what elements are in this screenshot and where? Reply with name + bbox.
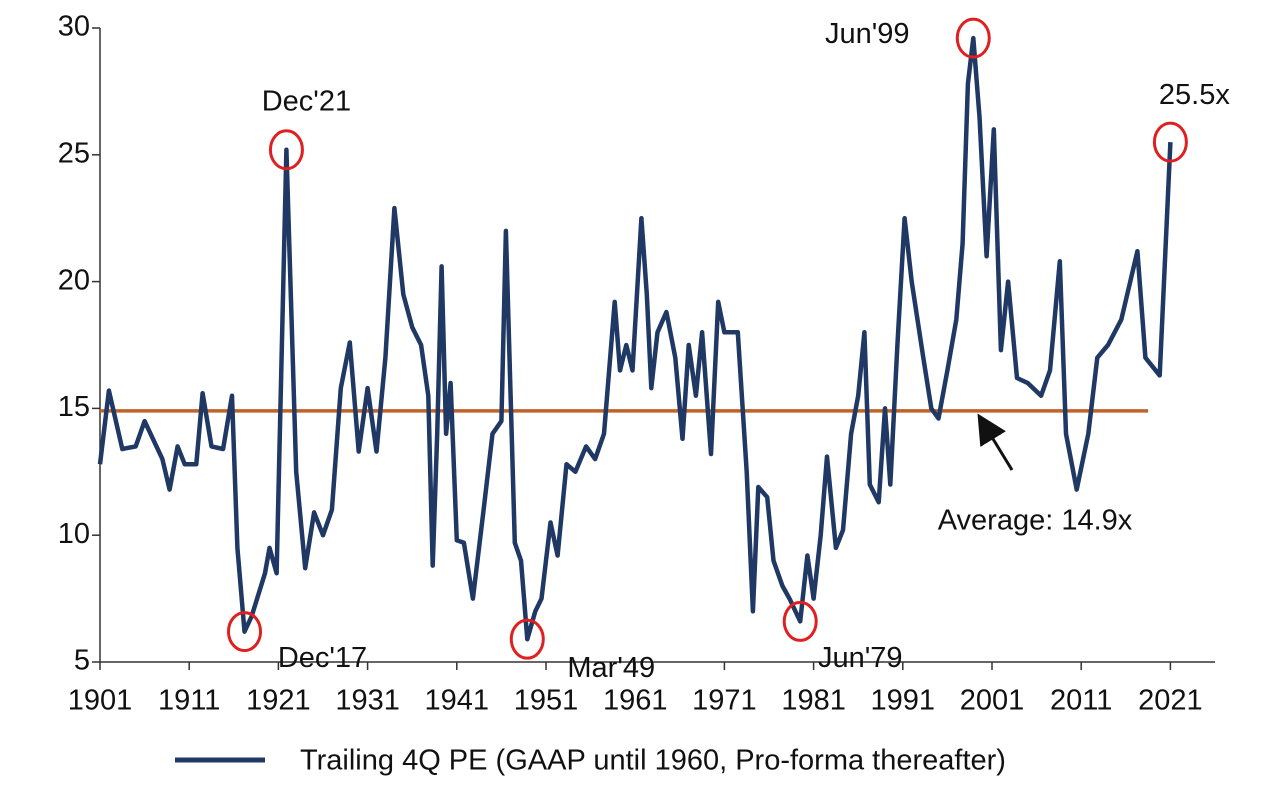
annotation-circle — [1152, 121, 1188, 163]
x-tick-label: 1901 — [68, 685, 133, 717]
annotation-label: Jun'99 — [825, 18, 910, 50]
x-tick-label: 1911 — [158, 685, 220, 717]
annotation-circle — [227, 611, 263, 653]
annotation-label: Jun'79 — [818, 642, 903, 674]
x-tick-label: 1981 — [781, 685, 846, 717]
x-tick-label: 1991 — [871, 685, 936, 717]
annotation-circle — [268, 129, 304, 171]
y-tick-label: 15 — [58, 391, 90, 423]
annotation-label: 25.5x — [1159, 79, 1230, 111]
annotation-circle — [782, 600, 818, 642]
annotation-label: Dec'21 — [262, 85, 351, 117]
legend-label: Trailing 4Q PE (GAAP until 1960, Pro-for… — [300, 745, 1006, 777]
x-tick-label: 2021 — [1138, 685, 1203, 717]
y-tick-label: 25 — [58, 137, 90, 169]
y-tick-label: 5 — [74, 645, 90, 677]
x-tick-label: 1961 — [603, 685, 668, 717]
y-tick-label: 20 — [58, 264, 90, 296]
x-tick-label: 1951 — [514, 685, 579, 717]
x-tick-label: 1941 — [425, 685, 490, 717]
y-tick-label: 30 — [58, 11, 90, 43]
average-label: Average: 14.9x — [938, 505, 1133, 537]
x-tick-label: 1921 — [246, 685, 311, 717]
annotation-label: Mar'49 — [567, 652, 655, 684]
y-tick-label: 10 — [58, 518, 90, 550]
series-line — [97, 35, 1173, 642]
average-arrow — [977, 413, 1014, 471]
x-tick-label: 1971 — [692, 685, 757, 717]
annotation-label: Dec'17 — [278, 642, 367, 674]
x-tick-label: 1931 — [335, 685, 400, 717]
annotation-circle — [955, 17, 991, 59]
x-tick-label: 2011 — [1050, 685, 1112, 717]
x-tick-label: 2001 — [960, 685, 1025, 717]
annotation-circle — [509, 618, 545, 660]
